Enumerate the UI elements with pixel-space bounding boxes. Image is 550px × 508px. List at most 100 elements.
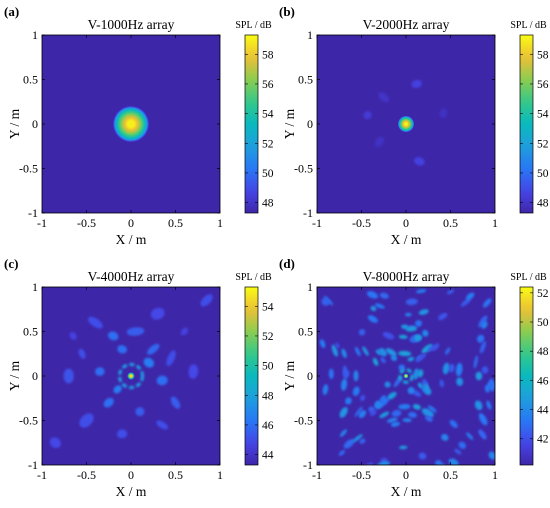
sidelobe-mark (147, 343, 160, 355)
sidelobe-mark (400, 324, 409, 329)
sidelobe-mark (500, 368, 504, 381)
sidelobe-mark (360, 394, 366, 402)
y-tick-label: -0.5 (19, 162, 38, 176)
sidelobe-mark (156, 420, 168, 430)
sidelobe-mark (446, 289, 455, 295)
sidelobe-mark (343, 439, 355, 449)
colorbar-tick-label: 52 (537, 288, 549, 300)
y-tick-label: -1 (28, 458, 38, 472)
x-tick-label: -1 (312, 468, 322, 482)
sidelobe-mark (431, 343, 440, 351)
sidelobe-mark (482, 298, 492, 308)
sidelobe-mark (445, 347, 451, 355)
sidelobe-mark (415, 353, 427, 363)
sidelobe-mark (481, 321, 488, 329)
colorbar-tick-label: 58 (537, 49, 549, 61)
spl-field (49, 294, 213, 449)
colorbar-tick-label: 56 (262, 79, 274, 91)
sidelobe-mark (417, 369, 424, 378)
sidelobe-mark (188, 364, 199, 379)
sidelobe-mark (352, 386, 360, 397)
sidelobe-mark (353, 370, 359, 382)
colorbar-tick-label: 42 (537, 434, 549, 446)
spl-field (363, 79, 448, 166)
sidelobe-mark (415, 320, 422, 327)
sidelobe-mark (404, 312, 412, 317)
colorbar-tick-label: 48 (262, 198, 274, 210)
sidelobe-mark (418, 309, 429, 315)
sidelobe-mark (448, 458, 459, 465)
sidelobe-mark (505, 389, 513, 402)
sidelobe-mark (473, 355, 478, 369)
colorbar-tick-label: 44 (537, 405, 549, 417)
sidelobe-mark (484, 384, 490, 393)
sidelobe-mark (456, 377, 464, 386)
y-tick-label: 0 (32, 369, 38, 383)
sidelobe-mark (335, 342, 340, 349)
sidelobe-mark (370, 305, 377, 312)
sidelobe-mark (412, 404, 421, 410)
y-tick-label: -1 (303, 206, 313, 220)
sidelobe-mark (79, 413, 94, 428)
sidelobe-mark (421, 344, 433, 354)
sidelobe-mark (439, 108, 448, 119)
colorbar-tick-label: 58 (262, 49, 274, 61)
sidelobe-mark (358, 410, 367, 418)
sidelobe-mark (427, 405, 437, 413)
x-axis-label: X / m (391, 484, 422, 499)
sidelobe-mark (386, 417, 398, 423)
panel-label: (d) (279, 256, 295, 271)
x-tick-label: -1 (37, 468, 47, 482)
chart-title: V-4000Hz array (88, 269, 175, 284)
sidelobe-mark (352, 434, 363, 443)
sidelobe-mark (476, 334, 485, 343)
sidelobe-mark (170, 396, 181, 409)
chart-title: V-2000Hz array (363, 17, 450, 32)
sidelobe-mark (143, 357, 154, 368)
sidelobe-mark (488, 451, 495, 460)
x-tick-label: -0.5 (77, 468, 96, 482)
colorbar-tick-label: 56 (537, 79, 549, 91)
sidelobe-mark (380, 357, 386, 364)
x-axis-label: X / m (116, 232, 147, 247)
sidelobe-mark (345, 397, 352, 405)
sidelobe-mark (166, 350, 176, 367)
sidelobe-mark (78, 348, 86, 359)
colorbar-tick-label: 48 (262, 390, 274, 402)
y-tick-label: 1 (307, 280, 313, 294)
sidelobe-mark (107, 331, 119, 341)
sidelobe-mark (441, 433, 449, 441)
sidelobe-mark (398, 445, 408, 450)
sidelobe-mark (407, 386, 415, 395)
sidelobe-mark (503, 433, 510, 441)
sidelobe-mark (338, 450, 346, 456)
x-tick-label: 0.5 (168, 468, 183, 482)
chart-title: V-1000Hz array (88, 17, 175, 32)
colorbar-tick-label: 52 (262, 138, 274, 150)
sidelobe-mark (293, 340, 302, 349)
colorbar (519, 286, 534, 466)
sidelobe-mark (113, 385, 122, 394)
sidelobe-mark (424, 388, 432, 395)
colorbar-tick-label: 54 (262, 109, 274, 121)
sidelobe-mark (363, 462, 374, 465)
colorbar-tick-label: 50 (262, 168, 274, 180)
colorbar-tick-label: 46 (262, 420, 274, 432)
y-axis-label: Y / m (7, 360, 22, 391)
y-tick-label: 0.5 (298, 325, 313, 339)
panel-label: (a) (4, 4, 19, 19)
x-tick-label: -0.5 (352, 216, 371, 230)
sidelobe-mark (385, 348, 397, 357)
sidelobe-mark (319, 339, 326, 349)
sidelobe-mark (378, 92, 390, 103)
sidelobe-mark (465, 292, 475, 301)
sidelobe-mark (117, 345, 127, 354)
x-tick-label: -0.5 (77, 216, 96, 230)
y-tick-label: 0 (307, 117, 313, 131)
x-axis-label: X / m (391, 232, 422, 247)
colorbar-tick-label: 52 (262, 331, 274, 343)
sidelobe-mark (345, 279, 353, 287)
sidelobe-mark (382, 331, 395, 340)
sidelobe-mark (341, 348, 347, 358)
sidelobe-mark (507, 319, 515, 329)
